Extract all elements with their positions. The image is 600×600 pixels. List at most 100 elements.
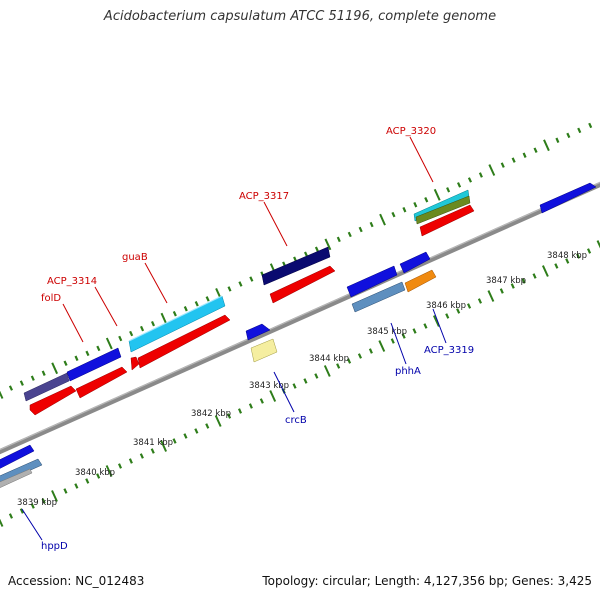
gene-acp3314[interactable] [66,347,128,399]
minor-tick [63,360,68,366]
gene-label-phhA[interactable]: phhA [395,366,421,377]
gene-label-folD[interactable]: folD [41,293,61,304]
major-tick [487,290,495,302]
minor-tick [369,221,374,228]
minor-tick [368,348,373,354]
gene-acp3317[interactable] [261,246,336,304]
leader-line [144,262,168,304]
minor-tick [227,286,232,292]
minor-tick [532,273,537,279]
minor-tick [466,303,472,309]
minor-tick [357,353,363,359]
scale-label: 3842 kbp [191,409,231,419]
minor-tick [510,283,515,289]
major-tick [0,518,4,527]
minor-tick [566,132,571,139]
leader-line [390,322,407,365]
major-tick [324,238,332,251]
minor-tick [205,423,210,429]
minor-tick [499,288,504,294]
minor-tick [521,278,526,284]
leader-line [62,303,84,343]
scale-label: 3840 kbp [75,468,115,478]
scale-label: 3848 kbp [547,251,587,261]
major-tick [378,340,386,352]
gene-label-guaB[interactable]: guaB [122,252,148,263]
minor-tick [19,380,24,386]
minor-tick [424,197,429,203]
minor-tick [85,350,90,357]
minor-tick [150,448,155,454]
major-tick [323,365,331,377]
gene-right-edge[interactable] [539,182,597,214]
major-tick [160,312,168,325]
leader-line [263,201,288,247]
minor-tick [41,498,46,504]
gene-label-acp3319[interactable]: ACP_3319 [424,345,474,356]
minor-tick [118,335,123,342]
scale-label: 3845 kbp [367,327,407,337]
minor-tick [314,246,320,253]
minor-tick [423,323,428,329]
map-title: Acidobacterium capsulatum ATCC 51196, co… [103,9,497,24]
minor-tick [183,433,188,439]
minor-tick [511,157,516,163]
gene-crcB[interactable] [250,338,278,363]
gene-label-acp3320[interactable]: ACP_3320 [386,126,436,137]
minor-tick [390,338,395,344]
minor-tick [402,206,407,213]
minor-tick [85,478,90,484]
scale-label: 3841 kbp [133,438,173,448]
leader-line [432,308,447,344]
leader-line [94,286,118,327]
major-tick [269,390,277,402]
major-tick [432,315,440,327]
accession-label: Accession: NC_012483 [8,574,145,588]
minor-tick [249,276,254,282]
minor-tick [412,328,417,334]
minor-tick [292,383,297,389]
gene-small-blue[interactable] [245,323,271,341]
genome-summary: Topology: circular; Length: 4,127,356 bp… [262,574,592,588]
minor-tick [446,187,451,193]
major-tick [543,139,550,152]
gene-folD[interactable] [23,372,77,416]
minor-tick [413,201,418,208]
minor-tick [41,370,46,376]
minor-tick [478,172,483,178]
major-tick [596,240,600,249]
minor-tick [139,325,145,332]
major-tick [51,362,59,375]
scale-label: 3839 kbp [17,498,57,508]
minor-tick [347,231,352,238]
major-tick [488,164,496,176]
gene-acp3319[interactable] [399,251,437,293]
minor-tick [577,127,582,134]
gene-label-crcB[interactable]: crcB [285,415,307,426]
gene-hppD[interactable] [0,444,43,490]
genome-backbone [0,181,600,455]
minor-tick [588,122,593,129]
gene-label-acp3314[interactable]: ACP_3314 [47,276,97,287]
minor-tick [477,298,483,304]
gene-guaB[interactable] [128,295,231,371]
minor-tick [117,463,123,469]
minor-tick [456,308,461,314]
minor-tick [74,355,79,362]
major-tick [105,337,113,350]
major-tick [541,265,549,277]
major-tick [105,465,113,477]
minor-tick [194,428,199,434]
gene-phhA[interactable] [346,265,406,313]
minor-tick [129,330,134,337]
minor-tick [8,385,13,391]
gene-acp3320[interactable] [413,189,475,237]
minor-tick [555,137,560,144]
leader-line [409,136,434,183]
minor-tick [172,438,177,444]
gene-label-acp3317[interactable]: ACP_3317 [239,191,289,202]
minor-tick [172,310,177,317]
gene-label-hppD[interactable]: hppD [41,541,68,552]
minor-tick [248,403,253,409]
